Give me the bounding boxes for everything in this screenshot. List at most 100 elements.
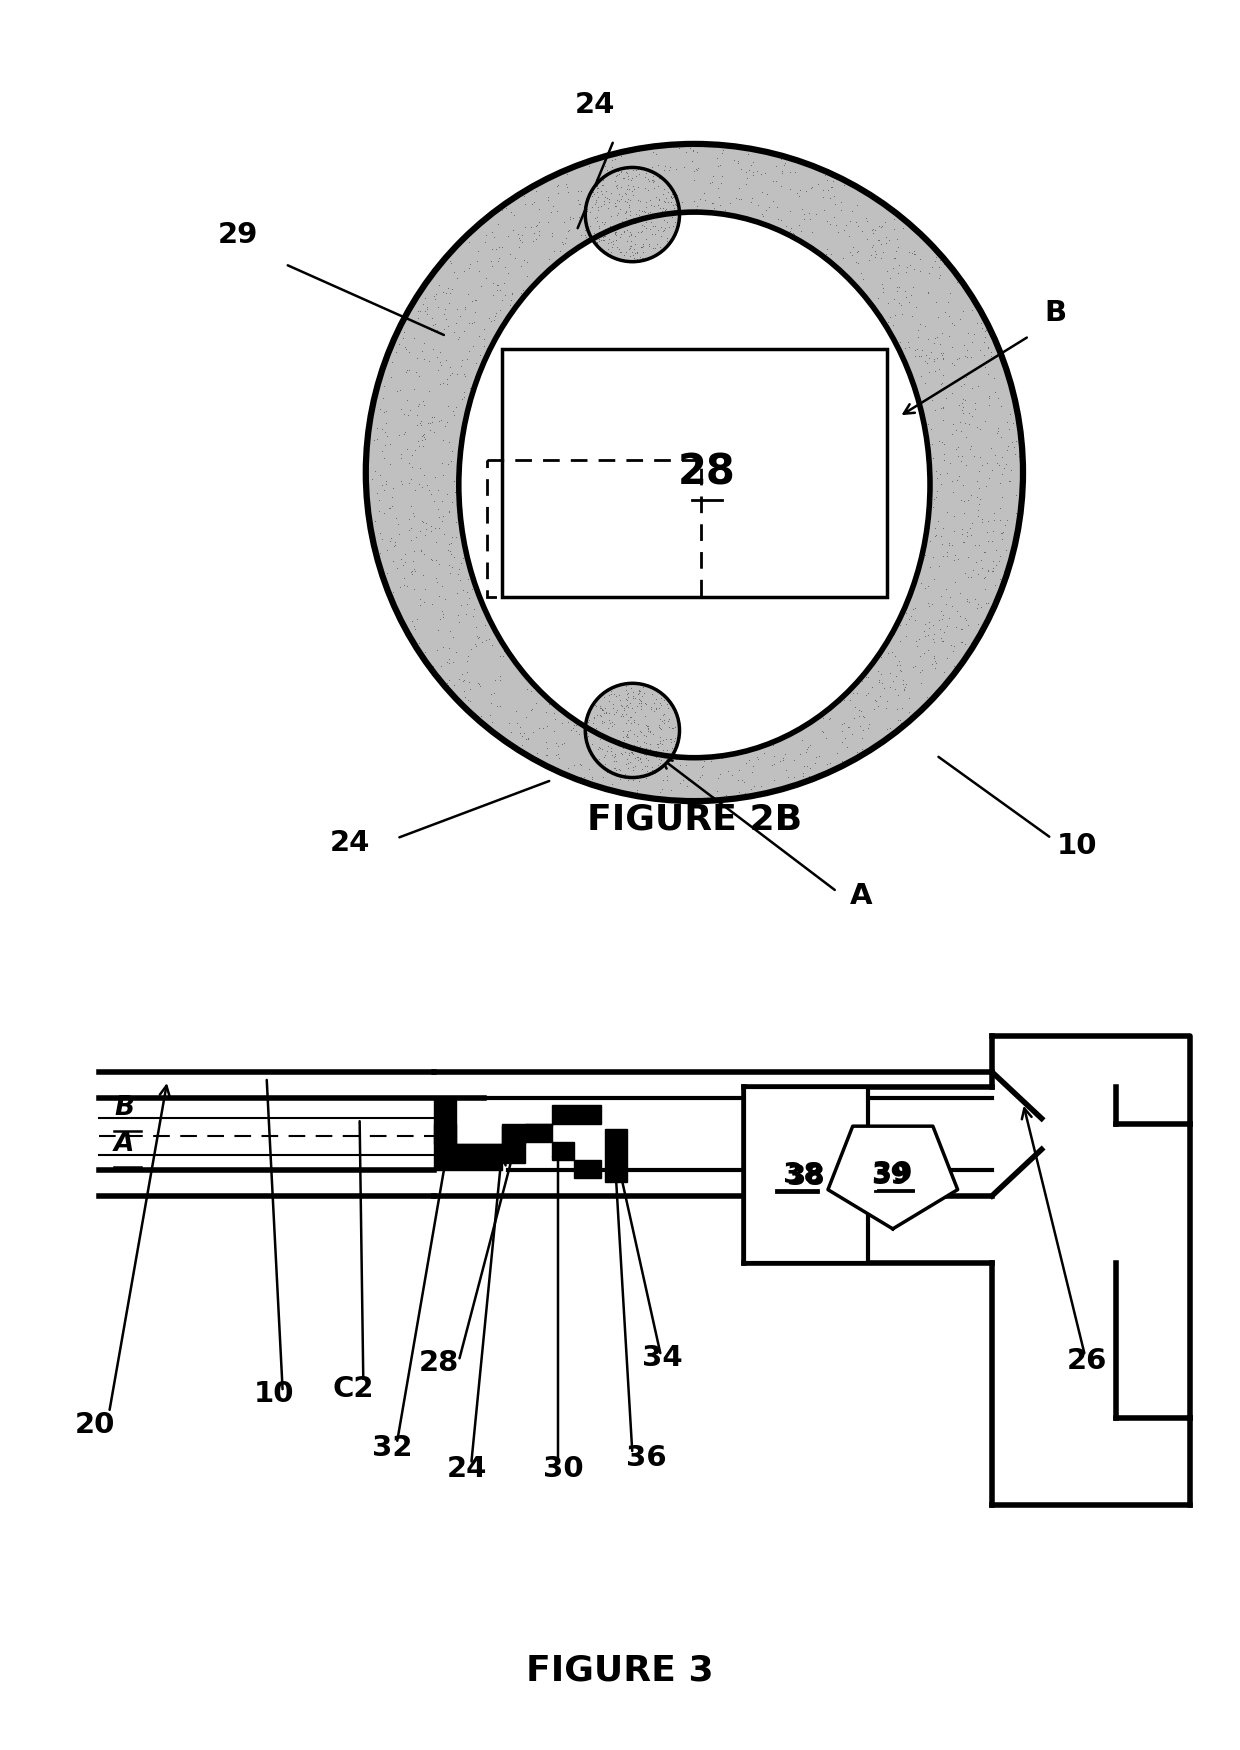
Point (625, 698, 645, 726)
Point (627, 779, 647, 807)
Point (408, 392, 428, 420)
Point (975, 329, 994, 357)
Point (629, 156, 649, 184)
Point (584, 180, 604, 208)
Point (852, 667, 872, 695)
Point (595, 215, 615, 243)
Point (536, 740, 556, 768)
Text: 39: 39 (873, 1160, 913, 1188)
Point (423, 653, 443, 681)
Point (624, 740, 644, 768)
Point (603, 733, 622, 761)
Point (604, 744, 624, 772)
Point (682, 147, 702, 175)
Point (397, 572, 417, 600)
Point (887, 276, 906, 304)
Point (692, 761, 712, 789)
Point (615, 760, 635, 788)
Point (689, 763, 709, 791)
Point (608, 210, 627, 238)
Point (983, 518, 1003, 546)
Point (423, 336, 443, 364)
Point (973, 564, 993, 592)
Point (579, 756, 599, 784)
Point (639, 198, 658, 226)
Point (646, 234, 666, 262)
Point (634, 196, 653, 224)
Point (626, 238, 646, 266)
Point (511, 278, 531, 306)
Point (428, 495, 448, 523)
Point (464, 308, 484, 336)
Point (618, 228, 637, 255)
Point (658, 712, 678, 740)
Point (790, 175, 810, 203)
Point (600, 203, 620, 231)
Point (501, 290, 521, 318)
Point (588, 173, 608, 201)
Point (975, 352, 994, 380)
Point (936, 590, 956, 618)
Point (610, 686, 630, 714)
Point (368, 497, 388, 525)
Point (626, 200, 646, 228)
Point (591, 201, 611, 229)
Point (703, 189, 723, 217)
Point (646, 756, 666, 784)
Point (784, 219, 804, 247)
Point (925, 514, 945, 542)
Point (389, 422, 409, 450)
Point (1006, 439, 1025, 467)
Point (967, 483, 987, 511)
Point (451, 592, 471, 619)
Point (619, 749, 639, 777)
Point (644, 166, 663, 194)
Point (639, 738, 658, 766)
Point (729, 756, 749, 784)
Point (410, 455, 430, 483)
Point (847, 238, 867, 266)
Point (935, 430, 955, 458)
Point (459, 228, 479, 255)
Point (578, 215, 598, 243)
Point (511, 719, 531, 747)
Point (523, 228, 543, 255)
Point (977, 448, 997, 476)
Point (924, 642, 944, 670)
Point (794, 760, 813, 788)
Point (929, 355, 949, 383)
Point (587, 691, 606, 719)
Point (556, 229, 575, 257)
Point (918, 278, 937, 306)
Point (856, 663, 875, 691)
Point (688, 154, 708, 182)
Point (926, 464, 946, 492)
Point (656, 744, 676, 772)
Point (960, 436, 980, 464)
Point (965, 532, 985, 560)
Point (430, 371, 450, 399)
Point (759, 192, 779, 220)
Point (629, 766, 649, 794)
Point (388, 595, 408, 623)
Point (440, 618, 460, 646)
Point (470, 672, 490, 700)
Point (492, 285, 512, 313)
Point (619, 693, 639, 721)
Point (919, 343, 939, 371)
Point (569, 765, 589, 793)
Point (476, 220, 496, 248)
Point (546, 740, 565, 768)
Point (924, 329, 944, 357)
Point (621, 738, 641, 766)
Point (644, 168, 663, 196)
Point (987, 418, 1007, 446)
Point (629, 201, 649, 229)
Point (873, 668, 893, 696)
Point (503, 201, 523, 229)
Point (434, 248, 454, 276)
Point (510, 226, 529, 254)
Point (539, 690, 559, 717)
Point (887, 663, 906, 691)
Point (404, 376, 424, 404)
